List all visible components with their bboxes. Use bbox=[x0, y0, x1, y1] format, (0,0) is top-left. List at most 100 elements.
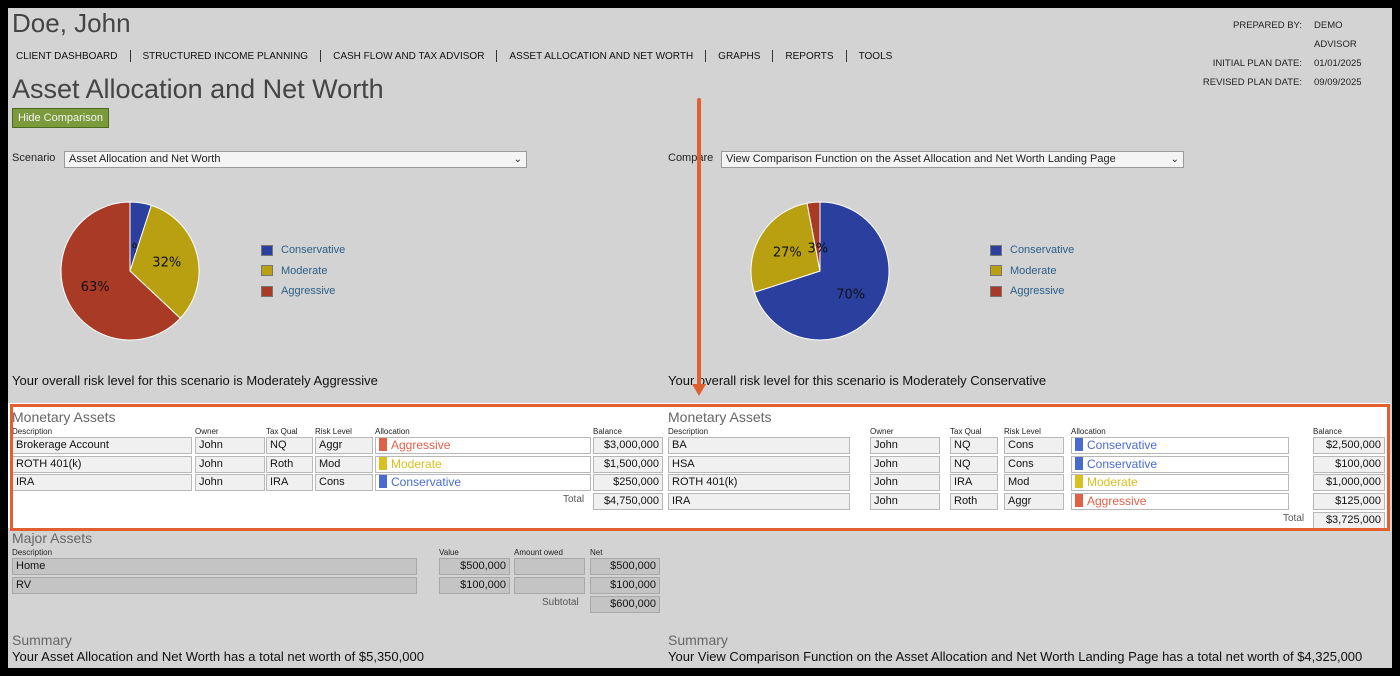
allocation-cell[interactable]: Conservative bbox=[1071, 455, 1289, 473]
left-monetary-title: Monetary Assets bbox=[12, 409, 116, 425]
nav-cash-flow-tax[interactable]: CASH FLOW AND TAX ADVISOR bbox=[333, 50, 485, 62]
major-owed-input[interactable] bbox=[514, 558, 585, 575]
nav-asset-allocation[interactable]: ASSET ALLOCATION AND NET WORTH bbox=[509, 50, 694, 62]
compare-select-value: View Comparison Function on the Asset Al… bbox=[726, 153, 1116, 165]
allocation-label: Conservative bbox=[1087, 438, 1158, 452]
risk-level-cell[interactable]: Cons bbox=[1004, 437, 1064, 454]
left-total-value: $4,750,000 bbox=[593, 493, 663, 510]
major-desc-input[interactable]: RV bbox=[12, 577, 417, 594]
tax-qual-cell[interactable]: IRA bbox=[950, 474, 998, 491]
major-assets-title: Major Assets bbox=[12, 530, 93, 546]
initial-date-label: INITIAL PLAN DATE: bbox=[1212, 58, 1302, 69]
tax-qual-cell[interactable]: Roth bbox=[950, 492, 998, 510]
owner-cell[interactable]: John bbox=[870, 455, 940, 473]
major-subtotal-label: Subtotal bbox=[542, 597, 579, 608]
tax-qual-cell[interactable]: NQ bbox=[950, 455, 998, 473]
balance-cell[interactable]: $1,000,000 bbox=[1313, 474, 1385, 491]
allocation-color-swatch bbox=[1075, 456, 1083, 470]
col-value: Value bbox=[439, 548, 459, 557]
pie-slice-moderate bbox=[129, 204, 200, 319]
col-balance: Balance bbox=[593, 427, 622, 436]
major-owed-input[interactable] bbox=[514, 577, 585, 594]
pie-slice-aggressive bbox=[60, 201, 182, 341]
col-net: Net bbox=[590, 548, 603, 557]
owner-cell[interactable]: John bbox=[870, 492, 940, 510]
balance-cell[interactable]: $100,000 bbox=[1313, 455, 1385, 473]
risk-level-cell[interactable]: Cons bbox=[1004, 455, 1064, 473]
col-description: Description bbox=[12, 427, 53, 436]
description-cell[interactable]: HSA bbox=[668, 455, 850, 473]
revised-date-value: 09/09/2025 bbox=[1314, 77, 1362, 88]
scenario-label: Scenario bbox=[12, 152, 56, 164]
balance-cell[interactable]: $2,500,000 bbox=[1313, 437, 1385, 454]
scenario-select-value: Asset Allocation and Net Worth bbox=[69, 153, 221, 165]
left-legend: Conservative Moderate Aggressive bbox=[261, 240, 345, 302]
allocation-label: Conservative bbox=[391, 475, 462, 489]
allocation-cell[interactable]: Aggressive bbox=[375, 437, 591, 454]
prepared-by-value: DEMO ADVISOR bbox=[1314, 20, 1357, 50]
chevron-down-icon: ⌄ bbox=[513, 154, 522, 165]
left-summary-text: Your Asset Allocation and Net Worth has … bbox=[12, 649, 424, 664]
scenario-select[interactable]: Asset Allocation and Net Worth ⌄ bbox=[64, 151, 527, 168]
risk-level-cell[interactable]: Aggr bbox=[1004, 492, 1064, 510]
pie-slice-aggressive bbox=[806, 201, 821, 272]
col-allocation: Allocation bbox=[375, 427, 410, 436]
col-owner: Owner bbox=[195, 427, 219, 436]
legend-swatch bbox=[990, 265, 1002, 277]
risk-level-cell[interactable]: Cons bbox=[315, 474, 373, 491]
left-total-label: Total bbox=[563, 494, 585, 505]
legend-label: Conservative bbox=[281, 244, 346, 257]
risk-level-cell[interactable]: Mod bbox=[1004, 474, 1064, 491]
allocation-cell[interactable]: Moderate bbox=[375, 455, 591, 473]
compare-select[interactable]: View Comparison Function on the Asset Al… bbox=[721, 151, 1184, 168]
nav-client-dashboard[interactable]: CLIENT DASHBOARD bbox=[16, 50, 118, 62]
description-cell[interactable]: IRA bbox=[668, 492, 850, 510]
hide-comparison-button[interactable]: Hide Comparison bbox=[12, 108, 109, 128]
owner-cell[interactable]: John bbox=[870, 437, 940, 454]
tax-qual-cell[interactable]: Roth bbox=[266, 455, 313, 473]
pie-label-moderate: 32% bbox=[152, 256, 181, 271]
tax-qual-cell[interactable]: NQ bbox=[950, 437, 998, 454]
major-value-input[interactable]: $500,000 bbox=[439, 558, 510, 575]
nav-tools[interactable]: TOOLS bbox=[858, 50, 893, 62]
app-frame: Doe, John CLIENT DASHBOARD STRUCTURED IN… bbox=[8, 8, 1392, 668]
nav-structured-income[interactable]: STRUCTURED INCOME PLANNING bbox=[142, 50, 309, 62]
major-net-value: $100,000 bbox=[590, 577, 660, 594]
balance-cell[interactable]: $250,000 bbox=[593, 474, 663, 491]
balance-cell[interactable]: $125,000 bbox=[1313, 492, 1385, 510]
description-cell[interactable]: ROTH 401(k) bbox=[668, 474, 850, 491]
legend-swatch bbox=[990, 285, 1002, 297]
risk-level-cell[interactable]: Mod bbox=[315, 455, 373, 473]
legend-item-aggressive: Aggressive bbox=[261, 281, 345, 302]
tax-qual-cell[interactable]: IRA bbox=[266, 474, 313, 491]
owner-cell[interactable]: John bbox=[195, 437, 265, 454]
allocation-cell[interactable]: Aggressive bbox=[1071, 492, 1289, 510]
legend-label: Aggressive bbox=[281, 285, 336, 298]
allocation-cell[interactable]: Conservative bbox=[375, 474, 591, 491]
description-cell[interactable]: ROTH 401(k) bbox=[12, 455, 192, 473]
owner-cell[interactable]: John bbox=[195, 455, 265, 473]
nav-separator bbox=[129, 50, 131, 62]
owner-cell[interactable]: John bbox=[195, 474, 265, 491]
major-desc-input[interactable]: Home bbox=[12, 558, 417, 575]
major-value-input[interactable]: $100,000 bbox=[439, 577, 510, 594]
col-tax-qual: Tax Qual bbox=[950, 427, 982, 436]
allocation-cell[interactable]: Conservative bbox=[1071, 437, 1289, 454]
description-cell[interactable]: BA bbox=[668, 437, 850, 454]
description-cell[interactable]: IRA bbox=[12, 474, 192, 491]
owner-cell[interactable]: John bbox=[870, 474, 940, 491]
tax-qual-cell[interactable]: NQ bbox=[266, 437, 313, 454]
pie-label-aggressive: 63% bbox=[81, 280, 110, 295]
balance-cell[interactable]: $3,000,000 bbox=[593, 437, 663, 454]
left-risk-text: Your overall risk level for this scenari… bbox=[12, 373, 378, 388]
pie-label-conservative: 70% bbox=[836, 287, 865, 302]
nav-reports[interactable]: REPORTS bbox=[785, 50, 834, 62]
legend-item-conservative: Conservative bbox=[990, 240, 1074, 261]
allocation-cell[interactable]: Moderate bbox=[1071, 474, 1289, 491]
allocation-color-swatch bbox=[1075, 475, 1083, 488]
risk-level-cell[interactable]: Aggr bbox=[315, 437, 373, 454]
nav-graphs[interactable]: GRAPHS bbox=[718, 50, 761, 62]
description-cell[interactable]: Brokerage Account bbox=[12, 437, 192, 454]
major-net-value: $500,000 bbox=[590, 558, 660, 575]
balance-cell[interactable]: $1,500,000 bbox=[593, 455, 663, 473]
